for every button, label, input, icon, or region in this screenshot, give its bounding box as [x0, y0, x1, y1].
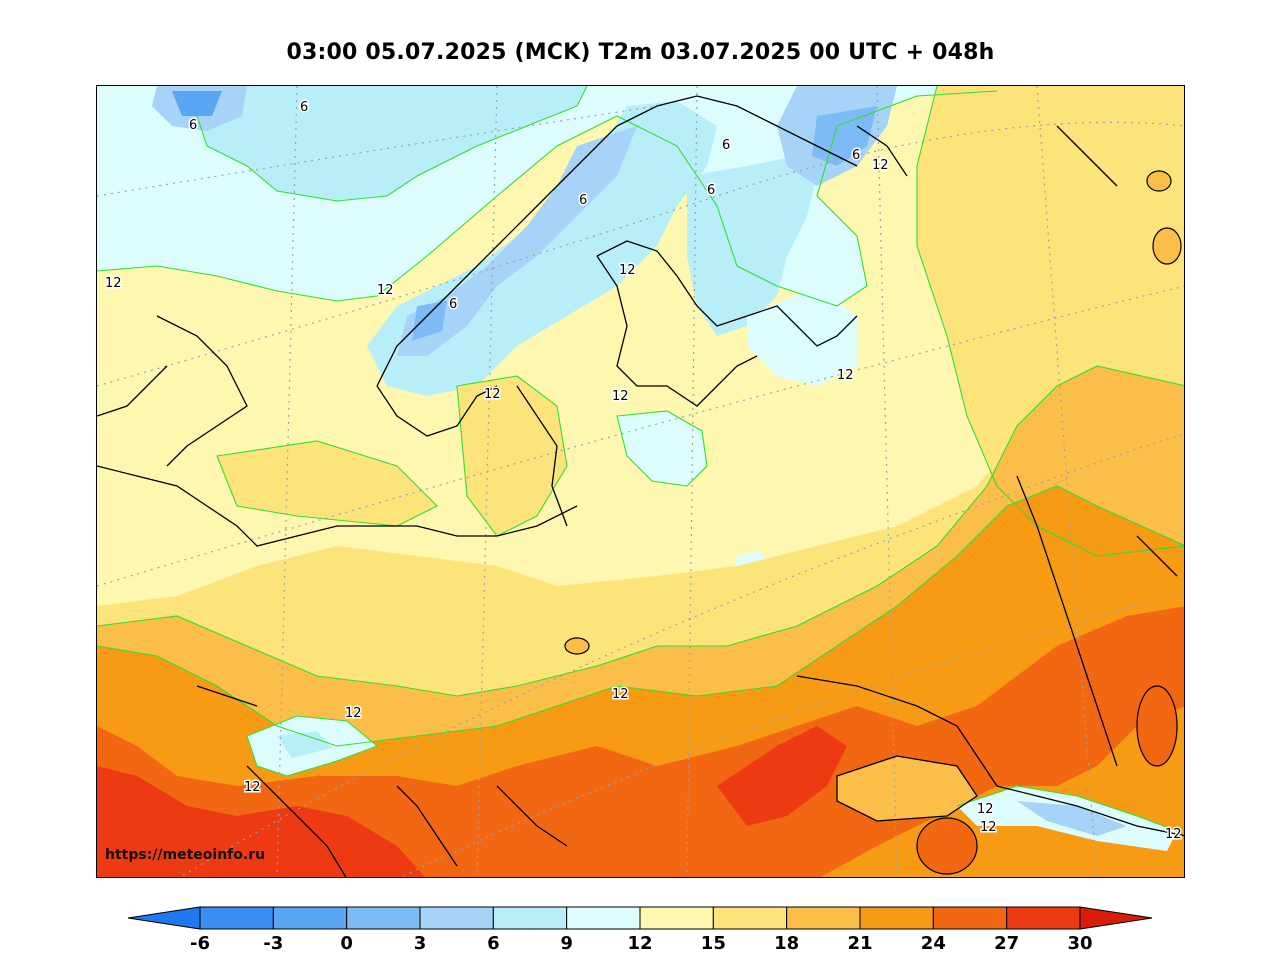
colorbar-bin: [932, 906, 1008, 930]
colorbar-tick-label: 0: [340, 933, 353, 954]
source-watermark: https://meteoinfo.ru: [105, 847, 266, 863]
contour-label: 6: [189, 118, 197, 133]
colorbar-tick-label: 30: [1067, 933, 1092, 954]
colorbar-tick-label: 18: [774, 933, 799, 954]
colorbar-tick-label: 24: [921, 933, 946, 954]
onega-region: [747, 286, 857, 386]
scandinavia-colder: [397, 126, 637, 356]
colorbar-tick-label: 15: [701, 933, 726, 954]
greenland-colder: [172, 91, 222, 116]
colorbar-tick-label: 27: [994, 933, 1019, 954]
hot-zone-27: [97, 766, 426, 877]
colorbar-tick-label: 12: [627, 933, 652, 954]
contour-label: 12: [619, 263, 636, 278]
colorbar-bin: [712, 906, 788, 930]
black-sea-warm: [837, 756, 977, 821]
contour-label: 12: [1165, 827, 1182, 842]
baltic-warm: [457, 376, 567, 536]
contour-label: 12: [377, 283, 394, 298]
contour-label: 12: [612, 687, 629, 702]
colorbar: -6 -3 0 3 6 9 12 15 18 21 24 27 30: [127, 906, 1153, 954]
map-canvas: 6 6 6 6 6 6 6 12 12 12 12 12 12 12 12 12…: [97, 86, 1184, 877]
colorbar-tick-label: 9: [560, 933, 573, 954]
contour-label: 12: [105, 276, 122, 291]
alps-colder: [277, 731, 332, 758]
contour-label: 12: [244, 780, 261, 795]
isotherm-lines: [97, 86, 1184, 832]
temperature-map[interactable]: 6 6 6 6 6 6 6 12 12 12 12 12 12 12 12 12…: [96, 85, 1185, 878]
contour-label: 6: [579, 193, 587, 208]
norwegian-sea-cold: [197, 86, 587, 201]
colorbar-bin: [859, 906, 934, 930]
contour-label: 12: [345, 706, 362, 721]
contour-label: 12: [837, 368, 854, 383]
warm-west-patch: [217, 441, 437, 526]
contour-label: 6: [449, 297, 457, 312]
contour-label: 12: [980, 820, 997, 835]
hot-zone-27b: [717, 726, 847, 826]
coastlines: [97, 95, 1184, 877]
colorbar-bin: [786, 906, 861, 930]
contour-label: 6: [852, 148, 860, 163]
colorbar-tick-label: -6: [190, 933, 210, 954]
colorbar-bins: [127, 906, 1153, 930]
caucasus-colder: [1017, 801, 1127, 836]
colorbar-bin: [492, 906, 568, 930]
colorbar-bin: [1006, 906, 1081, 930]
colorbar-tick-label: 6: [487, 933, 500, 954]
colorbar-bin: [346, 906, 421, 930]
colorbar-tick-label: 3: [414, 933, 427, 954]
contour-label: 12: [484, 387, 501, 402]
colorbar-bin: [566, 906, 641, 930]
colorbar-bin: [419, 906, 494, 930]
contour-label: 6: [707, 183, 715, 198]
contour-label: 12: [872, 158, 889, 173]
contour-label: 12: [977, 802, 994, 817]
islands: [564, 170, 1182, 875]
colorbar-over-arrow: [1079, 906, 1153, 930]
colorbar-bin: [272, 906, 348, 930]
map-title: 03:00 05.07.2025 (MCK) T2m 03.07.2025 00…: [286, 40, 995, 65]
contour-label: 6: [300, 100, 308, 115]
colorbar-bin: [199, 906, 274, 930]
colorbar-tick-label: 21: [847, 933, 872, 954]
colorbar-tick-labels: -6 -3 0 3 6 9 12 15 18 21 24 27 30: [190, 933, 1093, 954]
colorbar-bin: [639, 906, 714, 930]
kola-cold: [687, 156, 817, 336]
colorbar-under-arrow: [127, 906, 201, 930]
ladoga-lake: [617, 411, 707, 486]
colorbar-tick-label: -3: [263, 933, 283, 954]
scandinavia-coldest: [412, 301, 447, 341]
contour-label: 12: [612, 389, 629, 404]
contour-label: 6: [722, 138, 730, 153]
